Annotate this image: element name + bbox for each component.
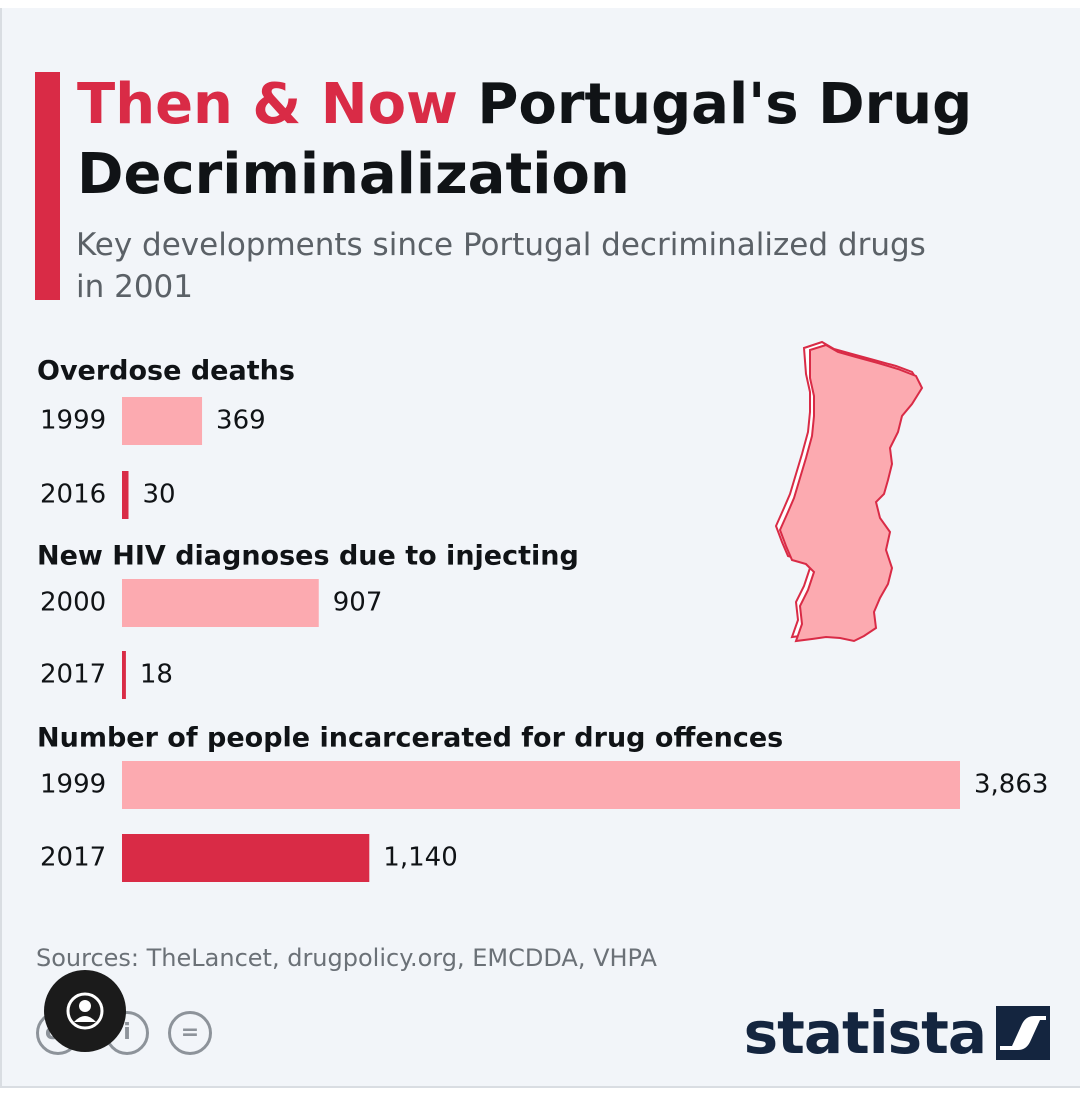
value-label-overdose-deaths-1999: 369 <box>216 406 266 436</box>
statista-logo-icon <box>996 1006 1050 1060</box>
infographic-card: Then & Now Portugal's Drug Decriminaliza… <box>0 8 1080 1088</box>
group-title-new-hiv-diagnoses-due-to-injecting: New HIV diagnoses due to injecting <box>37 541 579 572</box>
year-label-new-hiv-diagnoses-due-to-injecting-2017: 2017 <box>40 660 106 690</box>
sources-note: Sources: TheLancet, drugpolicy.org, EMCD… <box>36 944 657 972</box>
value-label-number-of-people-incarcerated-for-drug-offences-1999: 3,863 <box>974 770 1048 800</box>
value-label-number-of-people-incarcerated-for-drug-offences-2017: 1,140 <box>383 843 457 873</box>
year-label-overdose-deaths-2016: 2016 <box>40 480 106 510</box>
title-main: Portugal's Drug Decriminalization <box>77 72 973 207</box>
year-label-new-hiv-diagnoses-due-to-injecting-2000: 2000 <box>40 588 106 618</box>
person-icon <box>66 992 104 1030</box>
bar-overdose-deaths-1999 <box>122 397 203 445</box>
portugal-map-icon <box>774 340 924 643</box>
group-title-number-of-people-incarcerated-for-drug-offences: Number of people incarcerated for drug o… <box>37 723 783 754</box>
group-title-overdose-deaths: Overdose deaths <box>37 356 295 387</box>
value-label-overdose-deaths-2016: 30 <box>143 480 176 510</box>
subtitle: Key developments since Portugal decrimin… <box>76 227 926 305</box>
title-accent: Then & Now <box>77 72 458 137</box>
bar-chart: Overdose deaths 1999 369 2016 30 New HIV diag… <box>37 340 1048 882</box>
title-accent-bar <box>35 72 60 300</box>
bar-overdose-deaths-2016 <box>122 471 129 519</box>
statista-logo[interactable]: statista <box>744 1000 1050 1066</box>
avatar-icon[interactable] <box>44 970 126 1052</box>
value-label-new-hiv-diagnoses-due-to-injecting-2017: 18 <box>140 660 173 690</box>
year-label-number-of-people-incarcerated-for-drug-offences-1999: 1999 <box>40 770 106 800</box>
statista-wordmark: statista <box>743 999 987 1067</box>
page-title: Then & Now Portugal's Drug Decriminaliza… <box>77 70 1067 210</box>
year-label-number-of-people-incarcerated-for-drug-offences-2017: 2017 <box>40 843 106 873</box>
bar-new-hiv-diagnoses-due-to-injecting-2017 <box>122 651 126 699</box>
bar-number-of-people-incarcerated-for-drug-offences-1999 <box>122 761 960 809</box>
bar-new-hiv-diagnoses-due-to-injecting-2000 <box>122 579 319 627</box>
portugal-map-shape <box>778 343 924 643</box>
no-derivatives-icon[interactable]: = <box>168 1011 212 1055</box>
bar-number-of-people-incarcerated-for-drug-offences-2017 <box>122 834 370 882</box>
year-label-overdose-deaths-1999: 1999 <box>40 406 106 436</box>
value-label-new-hiv-diagnoses-due-to-injecting-2000: 907 <box>333 588 383 618</box>
